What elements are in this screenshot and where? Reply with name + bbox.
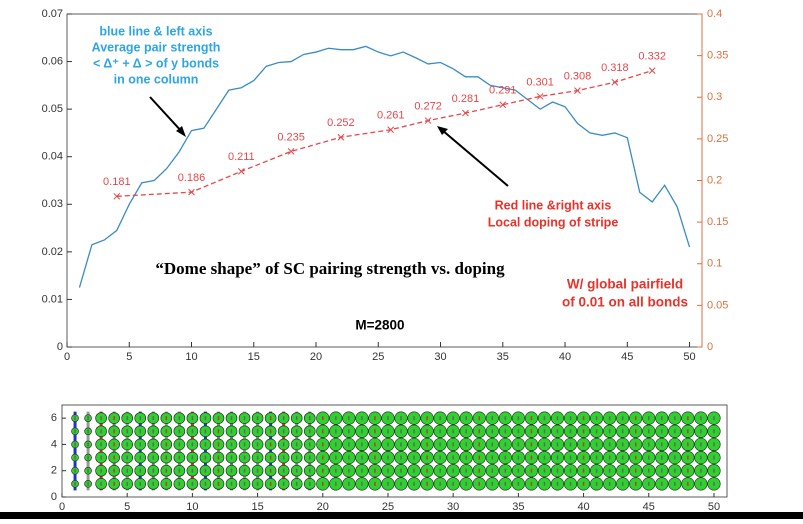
marker bbox=[499, 101, 507, 109]
marker bbox=[287, 148, 295, 155]
x-tick-label: 45 bbox=[643, 501, 655, 513]
x-tick-label: 20 bbox=[310, 351, 322, 363]
x-tick-label: 5 bbox=[126, 351, 132, 363]
value-label: 0.308 bbox=[564, 70, 592, 82]
annotation: Red line &right axis bbox=[495, 198, 612, 212]
annotation: “Dome shape” of SC pairing strength vs. … bbox=[155, 259, 505, 278]
marker bbox=[424, 117, 432, 124]
x-tick-label: 40 bbox=[559, 351, 571, 363]
annotation: Average pair strength bbox=[92, 40, 221, 54]
marker bbox=[387, 126, 395, 134]
y-tick-label: 0.02 bbox=[42, 246, 63, 258]
x-tick-label: 25 bbox=[372, 351, 384, 363]
x-tick-label: 25 bbox=[382, 501, 394, 513]
x-tick-label: 30 bbox=[434, 351, 446, 363]
x-tick-label: 0 bbox=[59, 501, 65, 513]
y2-tick-label: 0.1 bbox=[707, 258, 722, 270]
x-tick-label: 45 bbox=[621, 351, 633, 363]
marker bbox=[648, 67, 656, 74]
value-label: 0.272 bbox=[414, 100, 442, 112]
marker bbox=[113, 192, 121, 200]
marker bbox=[237, 167, 245, 175]
y2-tick-label: 0.2 bbox=[707, 174, 722, 186]
arrowhead bbox=[176, 126, 186, 137]
y-tick-label: 0 bbox=[51, 491, 57, 503]
y2-tick-label: 0.35 bbox=[707, 50, 728, 62]
x-tick-label: 35 bbox=[497, 351, 509, 363]
annotation: of 0.01 on all bonds bbox=[562, 295, 688, 310]
arrow bbox=[149, 96, 184, 134]
x-tick-label: 15 bbox=[251, 501, 263, 513]
annotation: < Δ⁺ + Δ > of y bonds bbox=[93, 56, 219, 70]
x-tick-label: 15 bbox=[248, 351, 260, 363]
value-label: 0.181 bbox=[103, 176, 131, 188]
marker bbox=[611, 78, 619, 86]
y2-tick-label: 0 bbox=[707, 341, 713, 353]
annotation: blue line & left axis bbox=[99, 24, 212, 38]
x-tick-label: 35 bbox=[512, 501, 524, 513]
lattice-frame bbox=[61, 404, 728, 498]
marker bbox=[337, 133, 345, 141]
y-tick-label: 0.03 bbox=[42, 198, 63, 210]
y-tick-label: 0.06 bbox=[42, 55, 63, 67]
marker bbox=[462, 109, 469, 117]
marker bbox=[574, 87, 581, 94]
arrow bbox=[441, 129, 509, 187]
annotation: M=2800 bbox=[355, 318, 404, 333]
x-tick-label: 10 bbox=[186, 501, 198, 513]
value-label: 0.211 bbox=[228, 151, 255, 163]
series-line bbox=[78, 45, 691, 288]
y-tick-label: 0.04 bbox=[42, 151, 63, 163]
x-tick-label: 0 bbox=[64, 351, 70, 363]
annotation: W/ global pairfield bbox=[567, 277, 683, 292]
value-label: 0.281 bbox=[452, 93, 480, 105]
annotation: in one column bbox=[114, 72, 199, 86]
marker bbox=[188, 188, 195, 196]
x-tick-label: 50 bbox=[708, 501, 720, 513]
y2-tick-label: 0.4 bbox=[707, 8, 722, 20]
arrowhead bbox=[437, 126, 448, 135]
y-tick-label: 0.05 bbox=[42, 103, 63, 115]
value-label: 0.186 bbox=[178, 172, 206, 184]
annotation: Local doping of stripe bbox=[488, 215, 619, 229]
y-tick-label: 0.07 bbox=[42, 8, 63, 20]
x-tick-label: 40 bbox=[577, 501, 589, 513]
y2-tick-label: 0.25 bbox=[707, 133, 728, 145]
value-label: 0.252 bbox=[327, 117, 355, 129]
value-label: 0.332 bbox=[638, 51, 666, 63]
x-tick-label: 10 bbox=[185, 351, 197, 363]
x-tick-label: 50 bbox=[683, 351, 695, 363]
y2-tick-label: 0.3 bbox=[707, 91, 722, 103]
value-label: 0.235 bbox=[277, 131, 305, 143]
marker bbox=[536, 93, 544, 100]
y-tick-label: 4 bbox=[51, 438, 57, 450]
y-tick-label: 2 bbox=[51, 465, 57, 477]
value-label: 0.301 bbox=[526, 76, 554, 88]
y2-tick-label: 0.15 bbox=[707, 216, 728, 228]
y-tick-label: 0.01 bbox=[42, 293, 63, 305]
y-tick-label: 0 bbox=[57, 341, 63, 353]
x-tick-label: 30 bbox=[447, 501, 459, 513]
y2-tick-label: 0.05 bbox=[707, 299, 728, 311]
x-tick-label: 20 bbox=[317, 501, 329, 513]
x-tick-label: 5 bbox=[124, 501, 130, 513]
value-label: 0.291 bbox=[489, 85, 517, 97]
y-tick-label: 6 bbox=[51, 412, 57, 424]
bottom-strip bbox=[0, 512, 803, 519]
value-label: 0.261 bbox=[377, 110, 405, 122]
value-label: 0.318 bbox=[601, 62, 629, 74]
